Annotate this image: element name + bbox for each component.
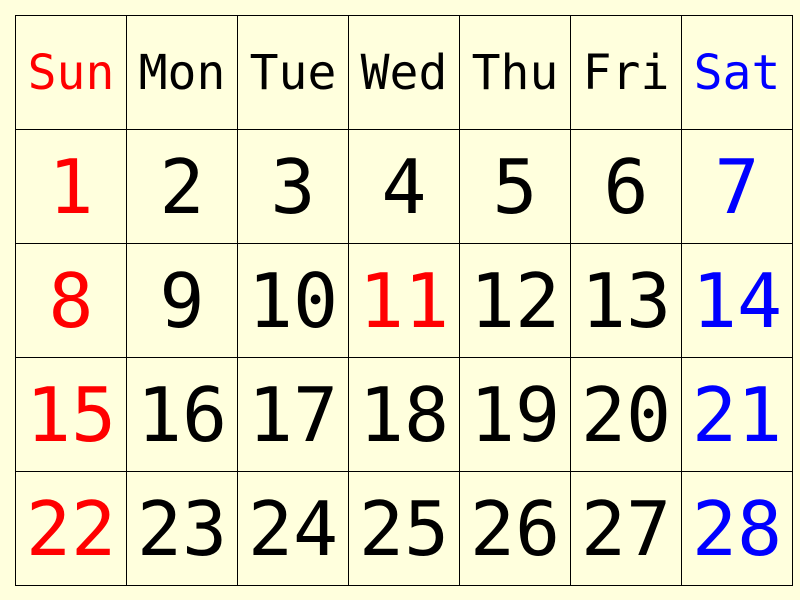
week-row-1: 1 2 3 4 5 6 7: [15, 129, 793, 244]
day-cell[interactable]: 28: [681, 471, 793, 586]
weekday-header-thu: Thu: [459, 15, 571, 130]
weekday-header-sat: Sat: [681, 15, 793, 130]
day-cell[interactable]: 26: [459, 471, 571, 586]
week-row-3: 15 16 17 18 19 20 21: [15, 357, 793, 472]
day-cell[interactable]: 4: [348, 129, 460, 244]
weekday-header-fri: Fri: [570, 15, 682, 130]
day-cell[interactable]: 27: [570, 471, 682, 586]
weekday-header-mon: Mon: [126, 15, 238, 130]
weekday-header-row: Sun Mon Tue Wed Thu Fri Sat: [15, 15, 793, 130]
day-cell[interactable]: 24: [237, 471, 349, 586]
day-cell[interactable]: 17: [237, 357, 349, 472]
day-cell[interactable]: 9: [126, 243, 238, 358]
day-cell[interactable]: 8: [15, 243, 127, 358]
month-calendar-grid: Sun Mon Tue Wed Thu Fri Sat 1 2 3 4 5 6 …: [15, 15, 793, 586]
day-cell[interactable]: 23: [126, 471, 238, 586]
weekday-header-sun: Sun: [15, 15, 127, 130]
day-cell[interactable]: 19: [459, 357, 571, 472]
day-cell[interactable]: 20: [570, 357, 682, 472]
day-cell[interactable]: 2: [126, 129, 238, 244]
day-cell[interactable]: 7: [681, 129, 793, 244]
day-cell[interactable]: 14: [681, 243, 793, 358]
day-cell[interactable]: 18: [348, 357, 460, 472]
day-cell[interactable]: 22: [15, 471, 127, 586]
day-cell[interactable]: 25: [348, 471, 460, 586]
day-cell[interactable]: 1: [15, 129, 127, 244]
day-cell[interactable]: 21: [681, 357, 793, 472]
week-row-2: 8 9 10 11 12 13 14: [15, 243, 793, 358]
day-cell[interactable]: 6: [570, 129, 682, 244]
weekday-header-tue: Tue: [237, 15, 349, 130]
week-row-4: 22 23 24 25 26 27 28: [15, 471, 793, 586]
day-cell[interactable]: 11: [348, 243, 460, 358]
day-cell[interactable]: 13: [570, 243, 682, 358]
day-cell[interactable]: 16: [126, 357, 238, 472]
day-cell[interactable]: 12: [459, 243, 571, 358]
day-cell[interactable]: 5: [459, 129, 571, 244]
day-cell[interactable]: 3: [237, 129, 349, 244]
weekday-header-wed: Wed: [348, 15, 460, 130]
day-cell[interactable]: 10: [237, 243, 349, 358]
day-cell[interactable]: 15: [15, 357, 127, 472]
